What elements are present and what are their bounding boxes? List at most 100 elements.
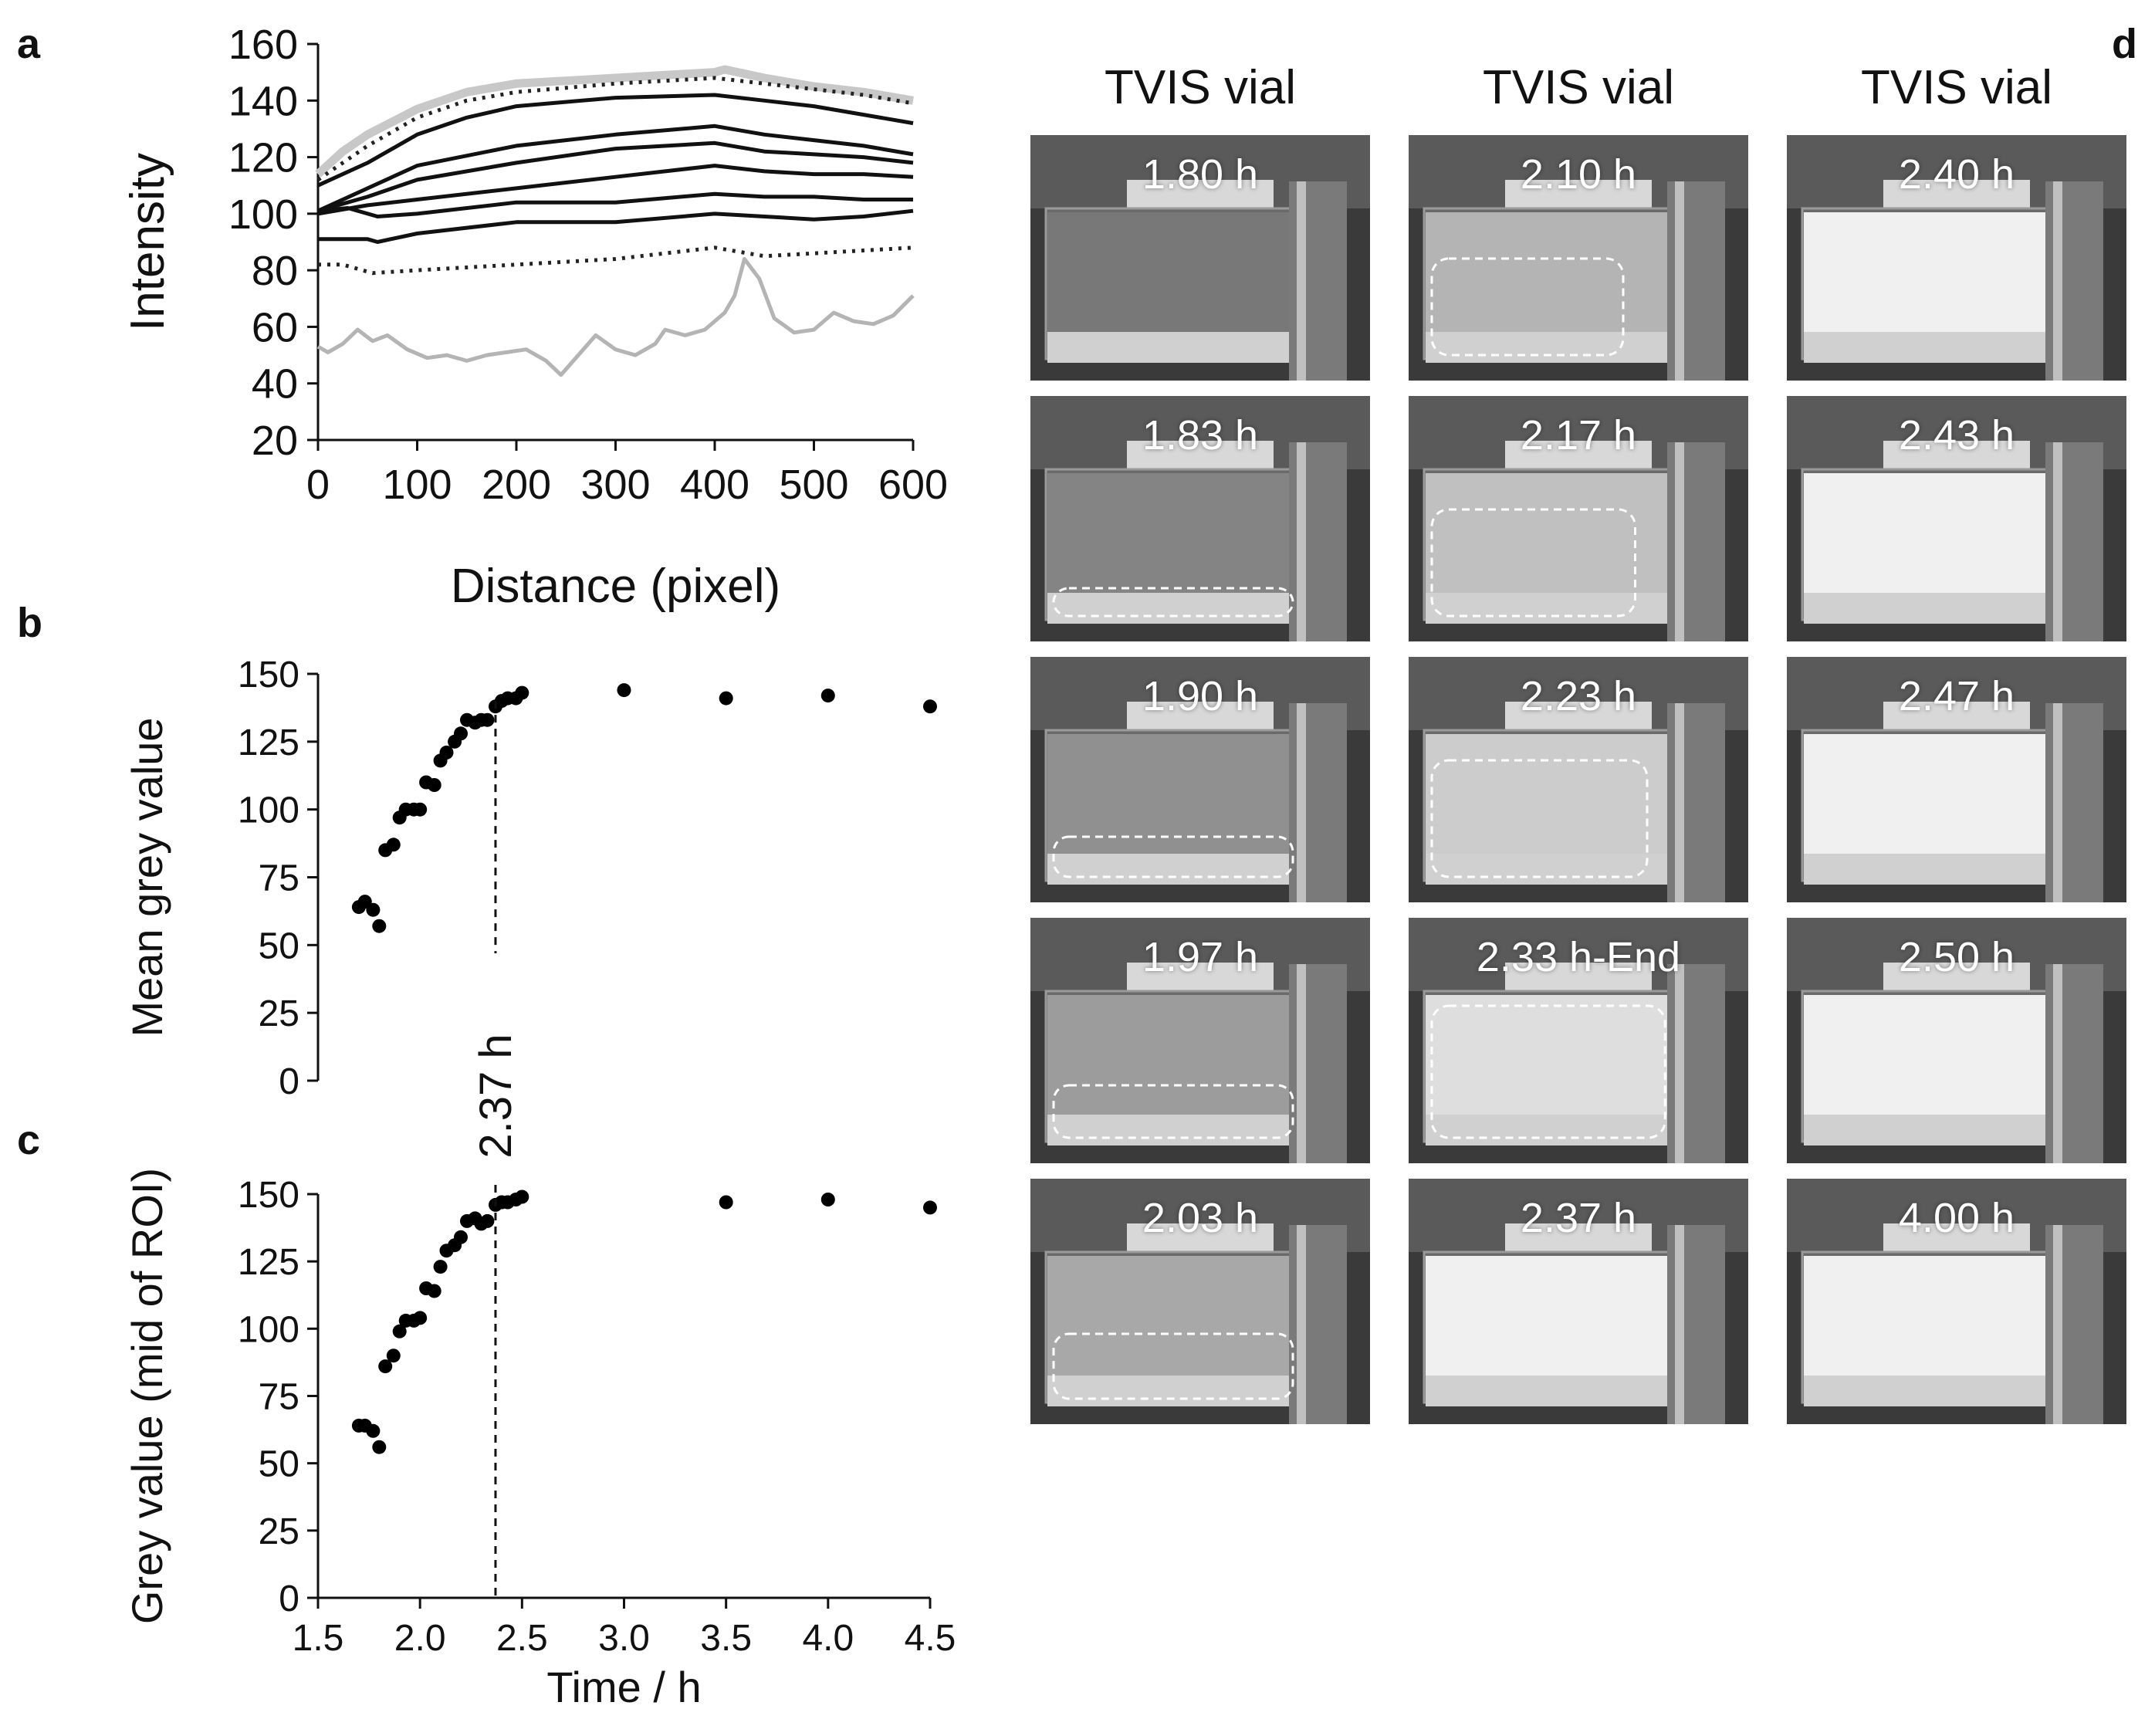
ice-front-outline <box>1430 257 1625 357</box>
vial-image: 1.97 h <box>1030 918 1370 1163</box>
vial-base <box>1804 854 2055 885</box>
vial-illustration <box>1409 918 1748 1163</box>
data-point <box>386 838 401 852</box>
vial-illustration <box>1787 918 2126 1163</box>
stopper <box>1505 963 1652 993</box>
vial-base <box>1047 593 1299 624</box>
series-line-7 <box>317 191 913 218</box>
vial-image: 2.23 h <box>1409 657 1748 902</box>
y-tick-label-c: 50 <box>259 1444 299 1485</box>
thermocouple-highlight <box>2053 181 2062 381</box>
vial-image: 2.10 h <box>1409 135 1748 381</box>
y-tick-label-b: 125 <box>238 722 299 763</box>
vial-illustration <box>1787 657 2126 902</box>
stopper <box>1883 963 2030 993</box>
series-line-1 <box>315 65 914 178</box>
thermocouple-highlight <box>1675 181 1684 381</box>
vial-time-label: 2.23 h <box>1520 673 1637 719</box>
y-axis-label-c: Grey value (mid of ROI) <box>123 1168 171 1624</box>
y-tick-label-a: 80 <box>252 248 298 294</box>
x-tick-label-c: 2.0 <box>394 1618 446 1659</box>
vial-image: 2.47 h <box>1787 657 2126 902</box>
series-line-4 <box>316 124 914 213</box>
vial-base <box>1804 1376 2055 1406</box>
ice-front-outline <box>1052 1332 1294 1400</box>
y-tick-label-c: 25 <box>259 1511 299 1552</box>
x-tick-label-a: 400 <box>680 462 749 508</box>
data-point <box>719 1195 733 1210</box>
vial-time-label: 4.00 h <box>1898 1195 2015 1241</box>
x-tick-label-a: 0 <box>306 462 330 508</box>
vial-time-label: 2.10 h <box>1520 151 1637 198</box>
thermocouple-highlight <box>1297 181 1306 381</box>
vial-base <box>1047 1376 1299 1406</box>
vial-image: 2.03 h <box>1030 1179 1370 1424</box>
data-point <box>923 1200 937 1215</box>
vial-illustration <box>1030 135 1370 381</box>
vline-label: 2.37 h <box>471 1034 521 1158</box>
data-point <box>366 902 381 917</box>
vial-illustration <box>1030 396 1370 641</box>
series-line-6 <box>317 164 914 216</box>
vial-base <box>1047 332 1299 363</box>
vial-image: 2.43 h <box>1787 396 2126 641</box>
ice-front-outline <box>1052 1084 1294 1139</box>
y-tick-label-a: 160 <box>228 22 298 68</box>
vial-image: 1.83 h <box>1030 396 1370 641</box>
vial-base <box>1047 854 1299 885</box>
y-axis-label-a: Intensity <box>121 153 174 331</box>
vial-base <box>1426 1115 1677 1145</box>
vial-image: 2.33 h-End <box>1409 918 1748 1163</box>
panel-label-a: a <box>17 21 41 67</box>
data-point <box>454 726 468 741</box>
x-tick-label-c: 1.5 <box>293 1618 344 1659</box>
data-point <box>372 1440 387 1454</box>
data-point <box>413 802 428 817</box>
vial-time-label: 2.17 h <box>1520 412 1637 459</box>
vial-illustration <box>1409 135 1748 381</box>
y-tick-label-c: 150 <box>238 1175 299 1216</box>
thermocouple-highlight <box>2053 442 2062 641</box>
vial-illustration <box>1030 1179 1370 1424</box>
vial-illustration <box>1787 396 2126 641</box>
ice-front-outline <box>1052 835 1294 878</box>
data-point <box>515 685 529 700</box>
vial-base <box>1804 593 2055 624</box>
y-tick-label-b: 50 <box>259 926 299 966</box>
stopper <box>1505 441 1652 472</box>
series-line-10 <box>316 257 915 377</box>
y-tick-label-a: 100 <box>228 191 298 238</box>
vial-base <box>1047 1115 1299 1145</box>
vial-time-label: 2.50 h <box>1898 934 2015 980</box>
x-tick-label-c: 3.5 <box>700 1618 752 1659</box>
stopper <box>1127 963 1274 993</box>
thermocouple-highlight <box>1675 964 1684 1163</box>
thermocouple-highlight <box>1297 964 1306 1163</box>
y-tick-label-c: 0 <box>279 1579 299 1619</box>
vial-base <box>1426 1376 1677 1406</box>
data-point <box>366 1423 381 1438</box>
x-tick-label-c: 3.0 <box>598 1618 650 1659</box>
column-head-3: TVIS vial <box>1860 61 2053 114</box>
thermocouple-highlight <box>2053 703 2062 902</box>
y-tick-label-b: 25 <box>259 993 299 1034</box>
data-point <box>923 699 937 714</box>
vial-illustration <box>1409 657 1748 902</box>
y-tick-label-c: 125 <box>238 1242 299 1283</box>
vial-image: 2.37 h <box>1409 1179 1748 1424</box>
ice-front-outline <box>1430 508 1636 618</box>
vial-illustration <box>1787 1179 2126 1424</box>
vial-image: 4.00 h <box>1787 1179 2126 1424</box>
vial-time-label: 2.03 h <box>1142 1195 1259 1241</box>
y-tick-label-a: 40 <box>252 361 298 408</box>
thermocouple-highlight <box>2053 964 2062 1163</box>
thermocouple-highlight <box>1297 442 1306 641</box>
y-tick-label-c: 75 <box>259 1377 299 1418</box>
data-point <box>719 691 733 706</box>
panel-label-c: c <box>17 1117 41 1163</box>
data-point <box>820 1193 835 1206</box>
vial-base <box>1426 593 1677 624</box>
y-tick-label-a: 140 <box>228 78 298 124</box>
series-line-2 <box>316 76 914 181</box>
y-tick-label-c: 100 <box>238 1309 299 1350</box>
